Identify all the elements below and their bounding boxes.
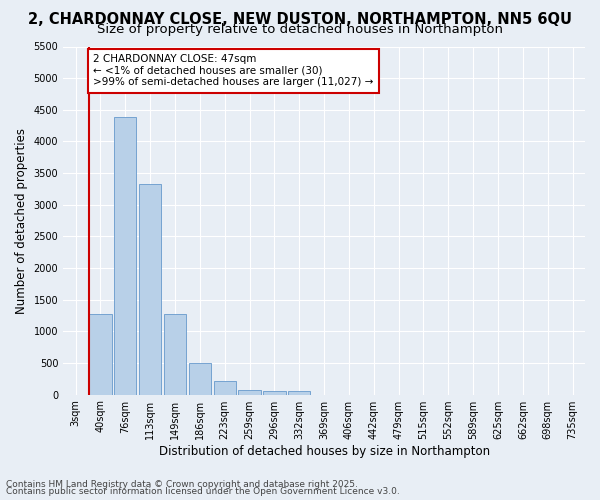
Bar bbox=[288, 392, 310, 394]
Text: 2 CHARDONNAY CLOSE: 47sqm
← <1% of detached houses are smaller (30)
>99% of semi: 2 CHARDONNAY CLOSE: 47sqm ← <1% of detac… bbox=[93, 54, 373, 88]
Bar bbox=[164, 314, 186, 394]
Y-axis label: Number of detached properties: Number of detached properties bbox=[15, 128, 28, 314]
Text: Contains public sector information licensed under the Open Government Licence v3: Contains public sector information licen… bbox=[6, 487, 400, 496]
Text: Size of property relative to detached houses in Northampton: Size of property relative to detached ho… bbox=[97, 22, 503, 36]
Bar bbox=[114, 118, 136, 394]
Bar bbox=[238, 390, 261, 394]
Bar bbox=[89, 314, 112, 394]
Bar bbox=[263, 392, 286, 394]
Bar bbox=[139, 184, 161, 394]
Bar bbox=[214, 381, 236, 394]
X-axis label: Distribution of detached houses by size in Northampton: Distribution of detached houses by size … bbox=[158, 444, 490, 458]
Text: Contains HM Land Registry data © Crown copyright and database right 2025.: Contains HM Land Registry data © Crown c… bbox=[6, 480, 358, 489]
Text: 2, CHARDONNAY CLOSE, NEW DUSTON, NORTHAMPTON, NN5 6QU: 2, CHARDONNAY CLOSE, NEW DUSTON, NORTHAM… bbox=[28, 12, 572, 28]
Bar bbox=[188, 363, 211, 394]
